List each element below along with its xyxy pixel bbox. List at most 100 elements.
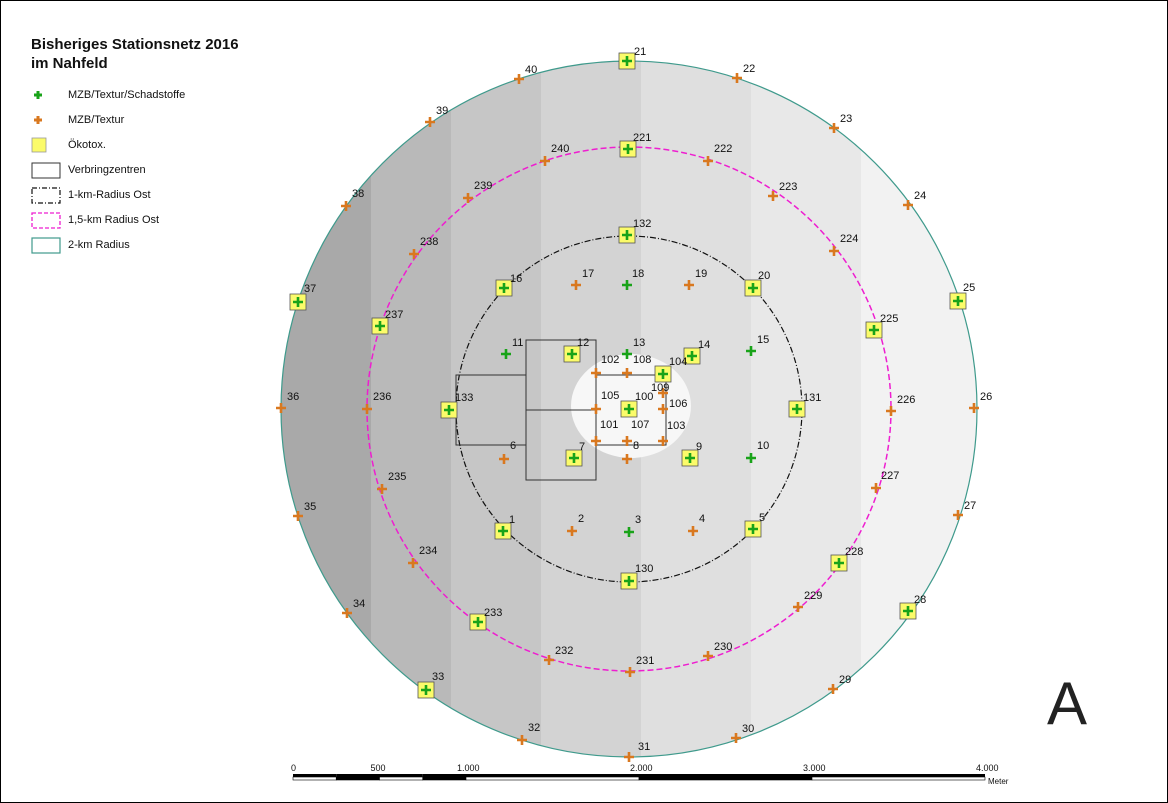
station-label: 18	[632, 268, 644, 280]
legend-label: MZB/Textur	[68, 114, 125, 126]
shade-band-1	[281, 61, 371, 757]
station-label: 235	[388, 471, 406, 483]
station-130: 130	[620, 563, 653, 590]
station-102: 102	[591, 354, 619, 378]
scale-segment-bottom	[335, 776, 380, 781]
station-101: 101	[591, 419, 618, 446]
station-label: 239	[474, 180, 492, 192]
station-label: 131	[803, 392, 821, 404]
station-3: 3	[624, 514, 641, 537]
station-label: 103	[667, 420, 685, 432]
orange-cross-icon	[34, 116, 42, 124]
legend-label: 1-km-Radius Ost	[68, 189, 151, 201]
station-label: 234	[419, 545, 437, 557]
station-232: 232	[544, 645, 573, 665]
station-12: 12	[563, 337, 589, 363]
station-label: 37	[304, 283, 316, 295]
station-label: 35	[304, 501, 316, 513]
station-14: 14	[683, 339, 710, 365]
station-label: 240	[551, 143, 569, 155]
title-line-1: Bisheriges Stationsnetz 2016	[31, 36, 239, 53]
station-label: 22	[743, 63, 755, 75]
station-221: 221	[619, 132, 651, 158]
station-15: 15	[746, 334, 769, 356]
depth-shading	[281, 61, 977, 757]
orange-cross-marker	[591, 404, 601, 414]
station-label: 230	[714, 641, 732, 653]
station-label: 40	[525, 64, 537, 76]
scale-tick-label: 1.000	[457, 763, 480, 773]
station-7: 7	[565, 441, 585, 467]
scale-segment-top	[422, 774, 466, 777]
title-line-2: im Nahfeld	[31, 55, 108, 72]
station-225: 225	[865, 313, 898, 339]
orange-cross-marker	[342, 608, 352, 618]
station-label: 3	[635, 514, 641, 526]
station-28: 28	[899, 594, 926, 620]
station-label: 25	[963, 282, 975, 294]
scale-segment-bottom	[292, 776, 337, 781]
dashdot-outline-icon	[31, 187, 61, 204]
station-label: 107	[631, 419, 649, 431]
orange-cross-marker	[622, 436, 632, 446]
station-26: 26	[969, 391, 992, 413]
station-label: 38	[352, 188, 364, 200]
station-19: 19	[684, 268, 707, 290]
orange-cross-marker	[829, 123, 839, 133]
station-label: 36	[287, 391, 299, 403]
station-40: 40	[514, 64, 537, 84]
station-11: 11	[501, 337, 523, 359]
scale-segment-bottom	[638, 776, 813, 781]
station-21: 21	[618, 46, 646, 70]
green-cross-marker	[746, 453, 756, 463]
station-label: 231	[636, 655, 654, 667]
orange-cross-marker	[591, 368, 601, 378]
station-237: 237	[371, 309, 403, 335]
scale-segment-top	[812, 774, 985, 777]
green-cross-marker	[473, 617, 483, 627]
orange-cross-marker	[571, 280, 581, 290]
orange-cross-marker	[793, 602, 803, 612]
yellow-square-icon	[31, 137, 47, 153]
station-235: 235	[377, 471, 406, 494]
orange-cross-marker	[567, 526, 577, 536]
green-cross-marker	[501, 349, 511, 359]
station-label: 106	[669, 398, 687, 410]
green-cross-marker	[792, 404, 802, 414]
station-22: 22	[732, 63, 755, 83]
scale-unit: Meter	[988, 777, 1009, 786]
green-cross-marker	[624, 576, 634, 586]
green-cross-marker	[293, 297, 303, 307]
station-34: 34	[342, 598, 365, 618]
station-132: 132	[618, 218, 651, 244]
station-label: 2	[578, 513, 584, 525]
station-37: 37	[289, 283, 316, 311]
station-107: 107	[622, 419, 649, 446]
green-cross-marker	[953, 296, 963, 306]
station-133: 133	[440, 392, 473, 419]
green-cross-marker	[623, 144, 633, 154]
station-226: 226	[886, 394, 915, 416]
rectangle-outline-icon	[31, 162, 61, 179]
station-label: 130	[635, 563, 653, 575]
station-2: 2	[567, 513, 584, 536]
scale-segment-top	[466, 774, 639, 777]
station-label: 233	[484, 607, 502, 619]
station-label: 27	[964, 500, 976, 512]
station-label: 16	[510, 273, 522, 285]
station-16: 16	[495, 273, 522, 297]
green-cross-marker	[834, 558, 844, 568]
station-35: 35	[293, 501, 316, 521]
scale-segment-bottom	[422, 776, 467, 781]
station-32: 32	[517, 722, 540, 745]
orange-cross-marker	[362, 404, 372, 414]
orange-cross-marker	[293, 511, 303, 521]
station-240: 240	[540, 143, 569, 166]
green-cross-marker	[444, 405, 454, 415]
station-label: 238	[420, 236, 438, 248]
station-239: 239	[463, 180, 492, 203]
station-label: 237	[385, 309, 403, 321]
station-227: 227	[871, 470, 899, 493]
